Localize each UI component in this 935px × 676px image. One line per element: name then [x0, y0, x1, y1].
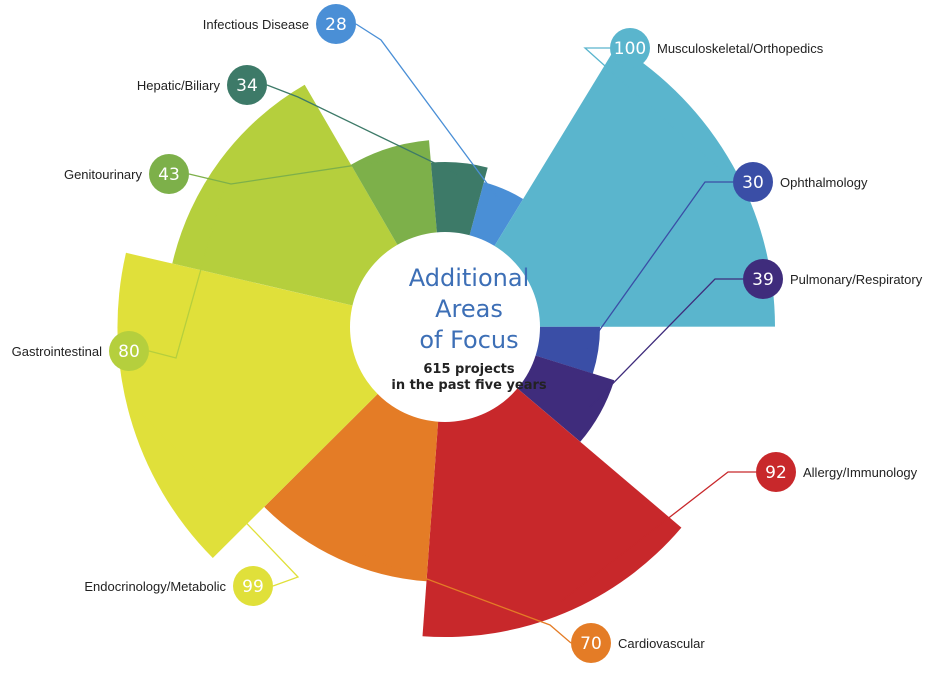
- value-label-ophthalmology: 30: [742, 173, 764, 193]
- value-label-gastrointestinal: 80: [118, 342, 140, 362]
- value-label-endocrinology-metabolic: 99: [242, 577, 264, 597]
- badge-endocrinology-metabolic: [233, 566, 273, 606]
- badge-pulmonary-respiratory: [743, 259, 783, 299]
- title-line-1: Additional: [409, 264, 529, 292]
- category-label-musculoskeletal-orthopedics: Musculoskeletal/Orthopedics: [657, 41, 824, 56]
- leader-line-genitourinary: [188, 158, 393, 185]
- category-label-allergy-immunology: Allergy/Immunology: [803, 465, 918, 480]
- category-label-infectious-disease: Infectious Disease: [203, 17, 309, 32]
- leader-line-allergy-immunology: [559, 471, 756, 603]
- subtitle-line-2: in the past five years: [391, 378, 547, 393]
- leader-lines: [141, 23, 756, 644]
- leader-line-hepatic-biliary: [266, 84, 459, 176]
- sector-musculoskeletal-orthopedics: [445, 45, 775, 328]
- leader-line-gastrointestinal: [148, 167, 231, 359]
- badge-cardiovascular: [571, 623, 611, 663]
- leader-line-infectious-disease: [355, 23, 500, 201]
- category-label-hepatic-biliary: Hepatic/Biliary: [137, 78, 221, 93]
- badge-musculoskeletal-orthopedics: [610, 28, 650, 68]
- value-label-hepatic-biliary: 34: [236, 76, 258, 96]
- badge-genitourinary: [149, 154, 189, 194]
- category-label-genitourinary: Genitourinary: [64, 167, 143, 182]
- value-label-allergy-immunology: 92: [765, 463, 787, 483]
- title-line-3: of Focus: [419, 326, 518, 354]
- subtitle-line-1: 615 projects: [423, 362, 515, 377]
- title-line-2: Areas: [435, 295, 503, 323]
- value-label-cardiovascular: 70: [580, 634, 602, 654]
- category-labels: Infectious Disease Musculoskeletal/Orthop…: [12, 17, 923, 651]
- value-label-infectious-disease: 28: [325, 15, 347, 35]
- category-label-cardiovascular: Cardiovascular: [618, 636, 705, 651]
- leader-line-pulmonary-respiratory: [589, 278, 743, 408]
- category-label-ophthalmology: Ophthalmology: [780, 175, 868, 190]
- value-label-genitourinary: 43: [158, 165, 180, 185]
- center-title: Additional Areas of Focus 615 projects i…: [391, 264, 547, 393]
- badge-allergy-immunology: [756, 452, 796, 492]
- value-badges: 28 100 30 39 92 70 99 80 43 34: [109, 4, 796, 663]
- value-label-musculoskeletal-orthopedics: 100: [614, 39, 646, 59]
- badge-gastrointestinal: [109, 331, 149, 371]
- center-circle: [350, 232, 540, 422]
- category-label-endocrinology-metabolic: Endocrinology/Metabolic: [84, 579, 226, 594]
- category-label-gastrointestinal: Gastrointestinal: [12, 344, 102, 359]
- badge-infectious-disease: [316, 4, 356, 44]
- leader-line-cardiovascular: [343, 547, 572, 644]
- badge-hepatic-biliary: [227, 65, 267, 105]
- category-label-pulmonary-respiratory: Pulmonary/Respiratory: [790, 272, 923, 287]
- leader-line-ophthalmology: [585, 181, 733, 349]
- value-label-pulmonary-respiratory: 39: [752, 270, 774, 290]
- leader-line-endocrinology-metabolic: [141, 412, 300, 587]
- badge-ophthalmology: [733, 162, 773, 202]
- leader-line-musculoskeletal-orthopedics: [583, 47, 723, 172]
